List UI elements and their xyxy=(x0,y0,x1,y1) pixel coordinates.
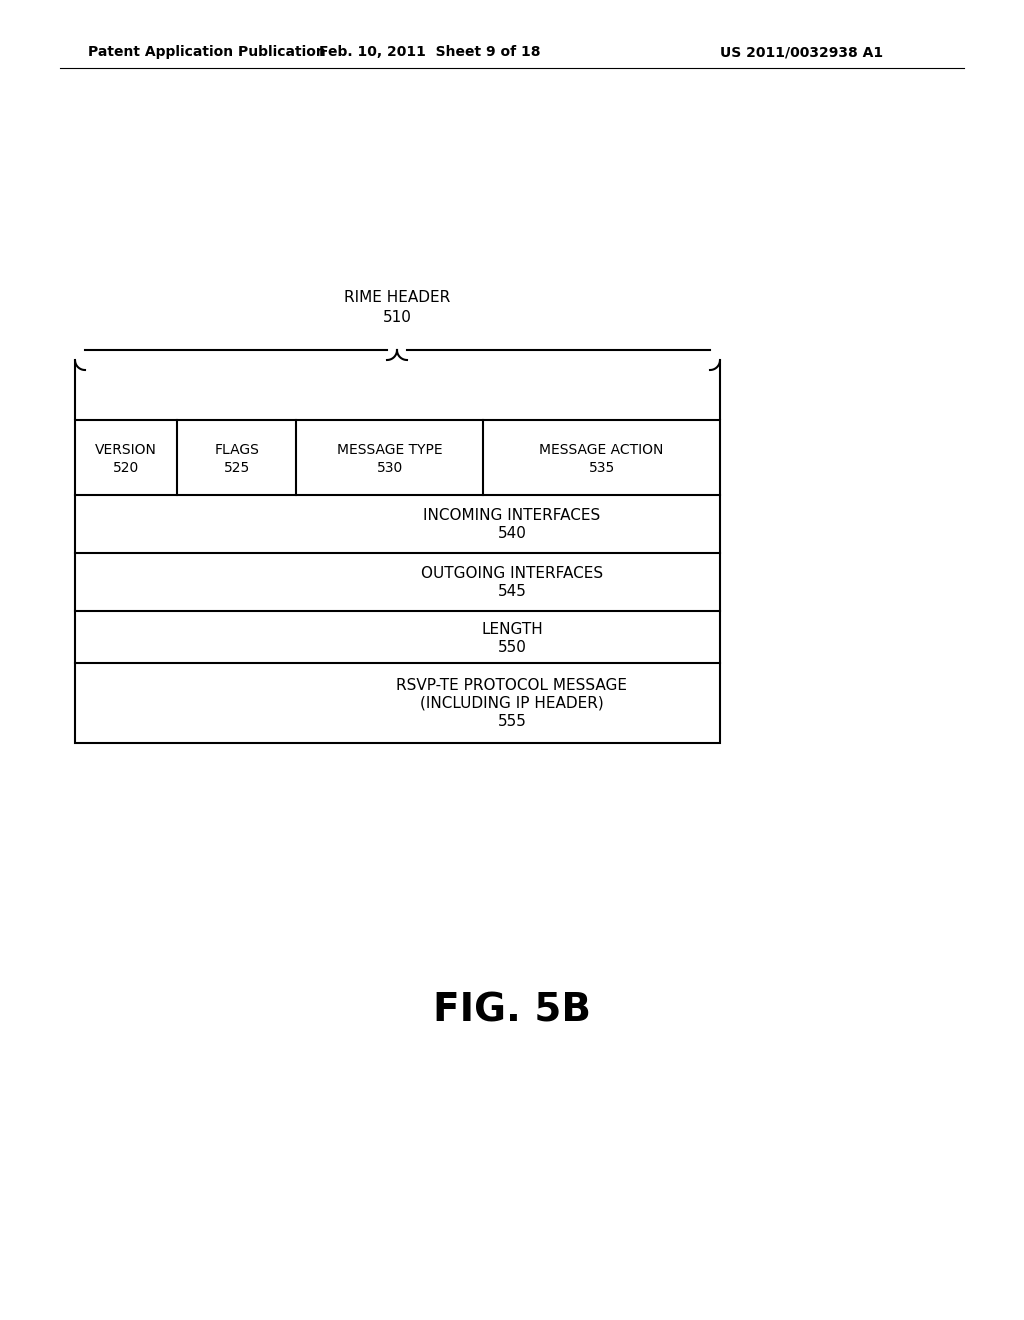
Text: FLAGS: FLAGS xyxy=(214,442,259,457)
Text: LENGTH: LENGTH xyxy=(481,623,543,638)
Text: 510: 510 xyxy=(383,310,412,326)
Text: (INCLUDING IP HEADER): (INCLUDING IP HEADER) xyxy=(420,696,604,710)
Text: 520: 520 xyxy=(113,461,139,474)
Text: RSVP-TE PROTOCOL MESSAGE: RSVP-TE PROTOCOL MESSAGE xyxy=(396,677,628,693)
Text: Feb. 10, 2011  Sheet 9 of 18: Feb. 10, 2011 Sheet 9 of 18 xyxy=(319,45,541,59)
Text: MESSAGE TYPE: MESSAGE TYPE xyxy=(337,442,442,457)
Text: INCOMING INTERFACES: INCOMING INTERFACES xyxy=(423,508,601,524)
Text: US 2011/0032938 A1: US 2011/0032938 A1 xyxy=(720,45,883,59)
Bar xyxy=(75,420,720,743)
Text: VERSION: VERSION xyxy=(95,442,157,457)
Text: RIME HEADER: RIME HEADER xyxy=(344,290,451,305)
Text: 550: 550 xyxy=(498,639,526,655)
Text: 555: 555 xyxy=(498,714,526,729)
Text: FIG. 5B: FIG. 5B xyxy=(433,991,591,1030)
Text: 530: 530 xyxy=(377,461,402,474)
Text: 540: 540 xyxy=(498,527,526,541)
Text: 545: 545 xyxy=(498,585,526,599)
Text: Patent Application Publication: Patent Application Publication xyxy=(88,45,326,59)
Text: MESSAGE ACTION: MESSAGE ACTION xyxy=(540,442,664,457)
Text: 535: 535 xyxy=(589,461,614,474)
Text: OUTGOING INTERFACES: OUTGOING INTERFACES xyxy=(421,566,603,582)
Text: 525: 525 xyxy=(223,461,250,474)
